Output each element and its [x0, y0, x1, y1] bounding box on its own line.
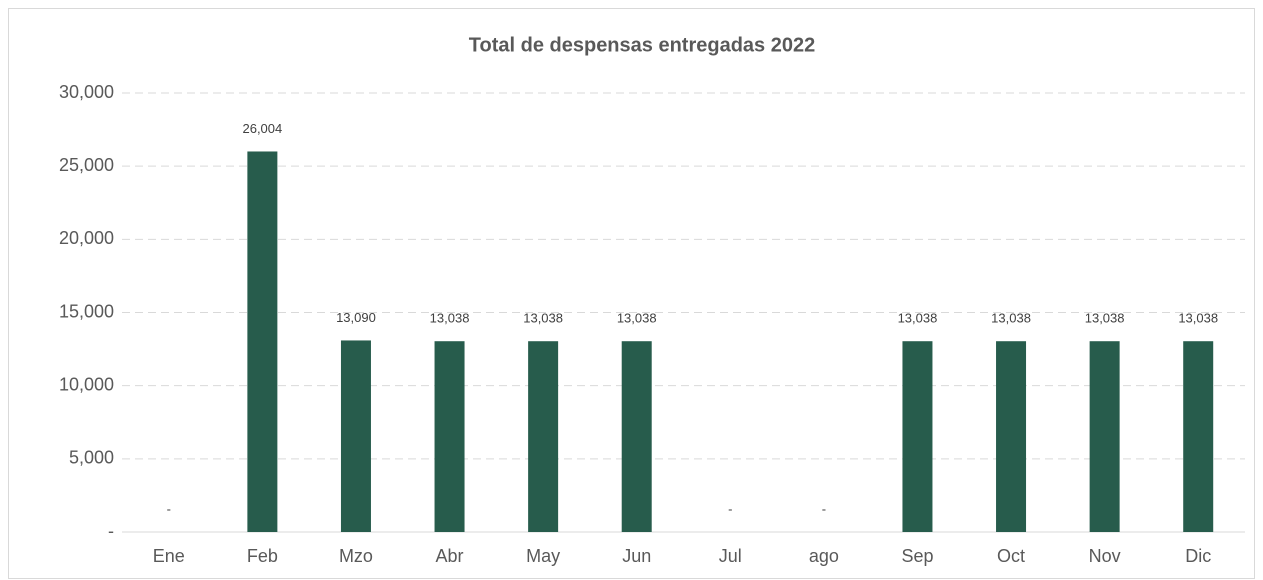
y-tick-label: -: [108, 521, 114, 541]
x-tick-label: Jun: [622, 546, 651, 566]
value-label: 26,004: [242, 121, 282, 136]
value-label: 13,038: [898, 311, 938, 326]
x-tick-label: Nov: [1089, 546, 1121, 566]
y-tick-label: 25,000: [59, 155, 114, 175]
bar: [1183, 341, 1214, 532]
value-label: 13,038: [523, 311, 563, 326]
y-tick-label: 5,000: [69, 448, 114, 468]
x-tick-label: Jul: [719, 546, 742, 566]
bar: [621, 341, 652, 532]
value-label: 13,038: [430, 311, 470, 326]
x-tick-label: Feb: [247, 546, 278, 566]
y-tick-label: 15,000: [59, 301, 114, 321]
value-label: -: [167, 501, 171, 516]
bar: [340, 340, 371, 532]
x-tick-label: Ene: [153, 546, 185, 566]
bar: [902, 341, 933, 532]
value-label: 13,090: [336, 310, 376, 325]
bar: [528, 341, 559, 532]
bar: [1089, 341, 1120, 532]
y-tick-label: 30,000: [59, 82, 114, 102]
value-label: 13,038: [617, 311, 657, 326]
y-tick-label: 20,000: [59, 228, 114, 248]
bar: [434, 341, 465, 532]
x-tick-label: Oct: [997, 546, 1025, 566]
value-label: -: [728, 501, 732, 516]
x-tick-label: Mzo: [339, 546, 373, 566]
bar: [247, 151, 278, 532]
x-tick-label: Dic: [1185, 546, 1211, 566]
x-tick-label: May: [526, 546, 560, 566]
bar: [996, 341, 1027, 532]
x-tick-label: Abr: [436, 546, 464, 566]
chart-title: Total de despensas entregadas 2022: [469, 34, 815, 56]
value-label: -: [822, 501, 826, 516]
y-tick-label: 10,000: [59, 374, 114, 394]
value-label: 13,038: [1085, 311, 1125, 326]
value-label: 13,038: [1178, 311, 1218, 326]
x-tick-label: ago: [809, 546, 839, 566]
value-label: 13,038: [991, 311, 1031, 326]
x-tick-label: Sep: [901, 546, 933, 566]
